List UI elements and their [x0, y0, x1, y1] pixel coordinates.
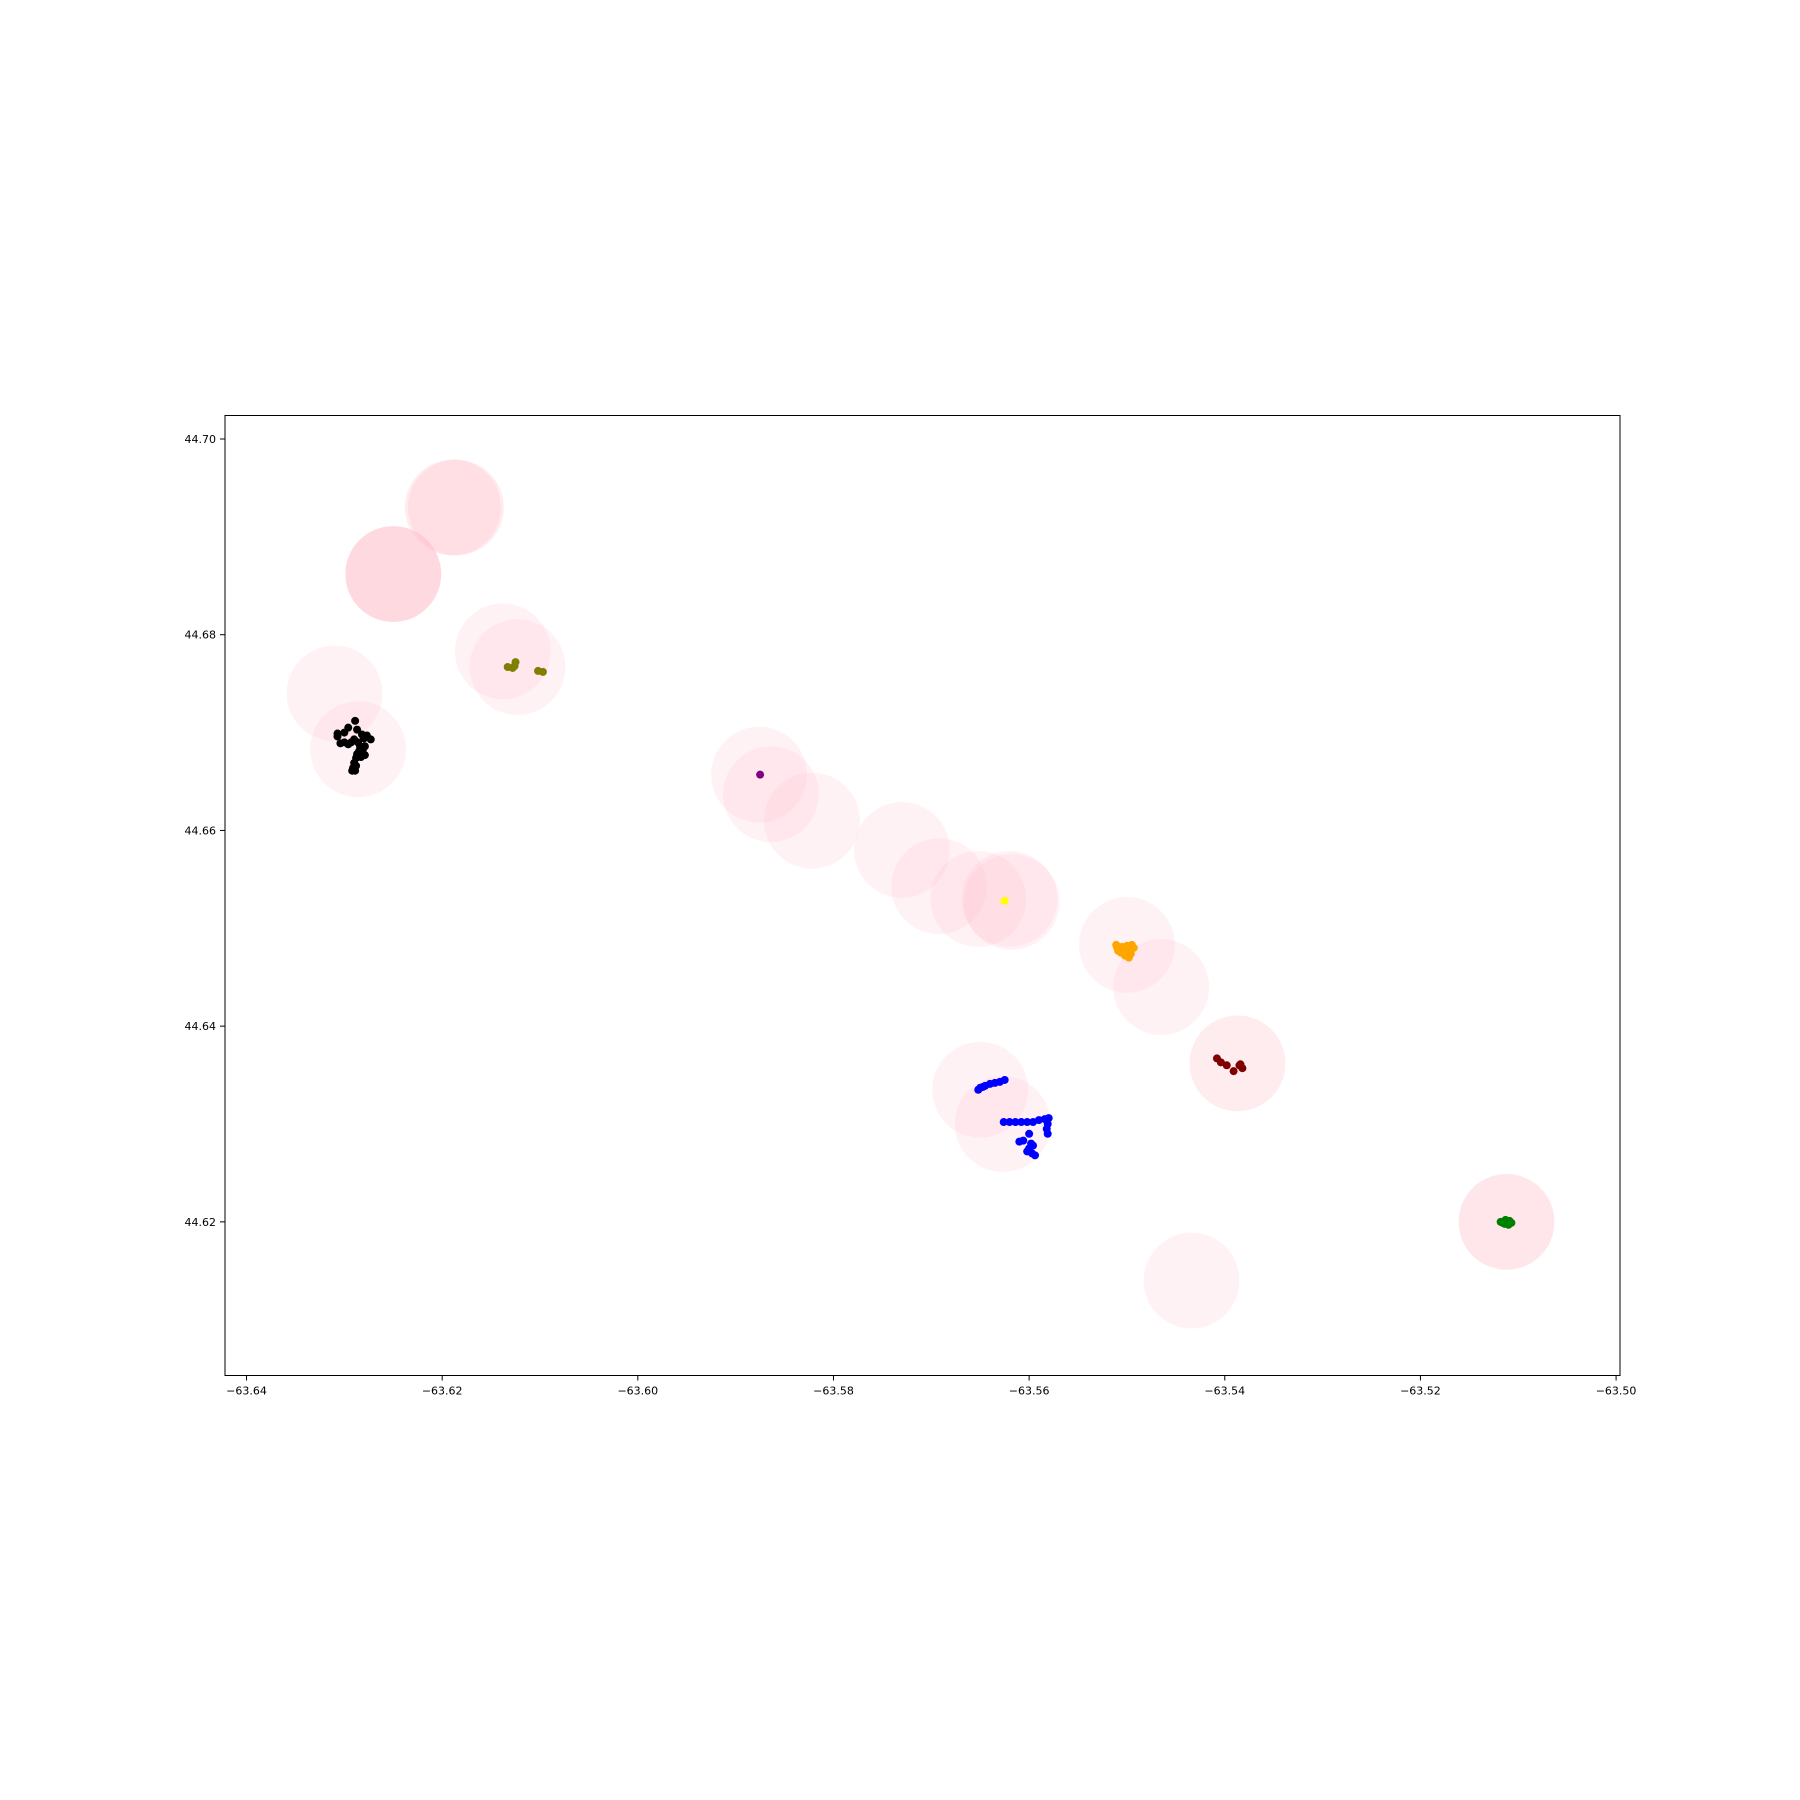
axes-frame — [224, 415, 1621, 1376]
radius-circle — [1143, 1232, 1240, 1329]
radius-circle — [407, 459, 504, 556]
scatter-point — [1229, 1067, 1238, 1076]
y-axis: 44.62 44.64 44.66 44.68 44.70 — [185, 433, 225, 1229]
scatter-series — [333, 716, 375, 775]
scatter-point — [353, 725, 362, 734]
y-tick-label: 44.64 — [185, 1020, 217, 1033]
scatter-point — [1121, 948, 1130, 957]
x-tick-label: −63.64 — [226, 1385, 267, 1398]
x-tick-label: −63.54 — [1204, 1385, 1245, 1398]
scatter-point — [1034, 1116, 1043, 1125]
x-tick-label: −63.50 — [1596, 1385, 1637, 1398]
scatter-point — [999, 1118, 1008, 1127]
scatter-series — [1000, 896, 1009, 905]
radius-circle — [722, 746, 819, 843]
scatter-point — [1011, 1118, 1020, 1127]
x-tick-label: −63.52 — [1400, 1385, 1441, 1398]
radius-circle — [891, 838, 988, 935]
scatter-point — [756, 770, 765, 779]
radius-circle — [1113, 939, 1210, 1035]
y-tick-label: 44.68 — [185, 629, 217, 642]
scatter-point — [352, 761, 361, 770]
scatter-point — [1005, 1118, 1014, 1127]
scatter-point — [356, 752, 364, 761]
y-tick-label: 44.66 — [185, 824, 217, 837]
scatter-point — [340, 728, 349, 737]
scatter-point — [1031, 1151, 1039, 1160]
scatter-point — [1503, 1218, 1512, 1227]
scatter-point — [1000, 896, 1009, 905]
radius-circle — [961, 850, 1058, 947]
radius-circle — [930, 850, 1027, 947]
x-axis: −63.64 −63.62 −63.60 −63.58 −63.56 −63.54 −63.… — [226, 1375, 1637, 1398]
x-tick-label: −63.56 — [1009, 1385, 1050, 1398]
scatter-point — [359, 734, 368, 743]
scatter-point — [360, 742, 369, 751]
radius-circle — [764, 772, 860, 869]
radius-circle — [405, 459, 501, 556]
scatter-point — [1044, 1114, 1053, 1123]
scatter-point — [1023, 1118, 1032, 1127]
x-tick-label: −63.62 — [422, 1385, 463, 1398]
scatter-series — [1212, 1054, 1247, 1076]
scatter-point — [366, 735, 375, 744]
scatter-point — [538, 667, 547, 676]
plot-area — [286, 459, 1555, 1329]
scatter-point — [510, 662, 519, 671]
scatter-point — [1113, 943, 1122, 952]
scatter-series — [974, 1075, 1053, 1160]
scatter-point — [974, 1085, 983, 1094]
scatter-point — [351, 716, 360, 725]
scatter-series — [1496, 1215, 1516, 1229]
radius-circle — [286, 645, 383, 742]
scatter-point — [1025, 1129, 1034, 1138]
scatter-point — [1029, 1141, 1038, 1150]
scatter-point — [1222, 1061, 1231, 1070]
scatter-point — [1043, 1129, 1052, 1138]
scatter-point — [1015, 1137, 1024, 1146]
scatter-series — [1112, 940, 1138, 962]
scatter-point — [1236, 1060, 1245, 1069]
scatter-series — [756, 770, 765, 779]
y-tick-label: 44.62 — [185, 1216, 217, 1229]
x-tick-label: −63.60 — [617, 1385, 658, 1398]
scatter-point — [1017, 1118, 1026, 1127]
radius-circle — [454, 603, 551, 700]
y-tick-label: 44.70 — [185, 433, 217, 446]
scatter-series — [503, 658, 547, 676]
radius-circle — [345, 526, 442, 622]
x-tick-label: −63.58 — [813, 1385, 854, 1398]
radius-circle — [963, 853, 1060, 950]
radius-circle — [854, 802, 950, 898]
scatter-point — [333, 732, 342, 741]
